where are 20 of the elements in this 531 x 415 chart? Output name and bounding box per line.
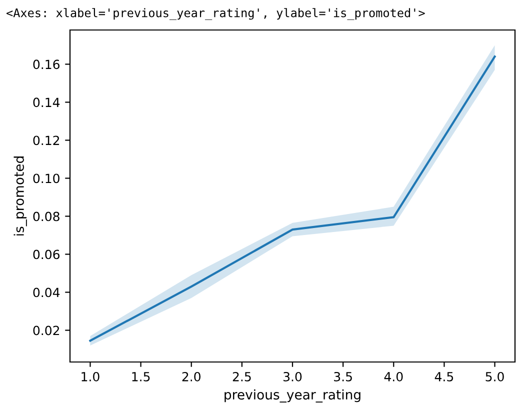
y-tick-label: 0.10 bbox=[33, 174, 60, 184]
x-tick-label: 2.0 bbox=[182, 372, 200, 382]
x-tick-label: 3.5 bbox=[334, 372, 352, 382]
x-tick-label: 3.0 bbox=[284, 372, 302, 382]
x-tick-label: 1.0 bbox=[82, 372, 100, 382]
y-tick-label: 0.08 bbox=[33, 212, 60, 222]
x-tick-label: 2.5 bbox=[232, 372, 251, 382]
x-axis-title: previous_year_rating bbox=[224, 389, 360, 403]
text: <Axes: xlabel='previous_year_rating', ylabel='is_promoted'> bbox=[6, 8, 425, 20]
x-tick-label: 5.0 bbox=[486, 372, 504, 382]
x-tick-label: 4.5 bbox=[434, 372, 454, 382]
y-tick-label: 0.06 bbox=[33, 250, 60, 260]
y-axis-title: is_promoted bbox=[14, 156, 27, 236]
y-tick-label: 0.02 bbox=[33, 326, 60, 336]
y-tick-label: 0.04 bbox=[33, 288, 60, 298]
y-tick-label: 0.12 bbox=[33, 136, 60, 146]
x-tick-label: 4.0 bbox=[384, 372, 403, 382]
x-tick-label: 1.5 bbox=[132, 372, 150, 382]
y-tick-label: 0.14 bbox=[33, 98, 60, 108]
y-tick-label: 0.16 bbox=[33, 60, 60, 70]
